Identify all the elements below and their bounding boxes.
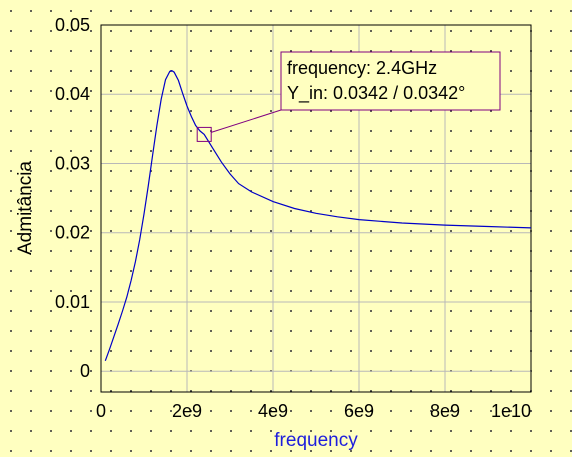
marker-annotation[interactable]: frequency: 2.4GHz Y_in: 0.0342 / 0.0342° xyxy=(196,51,501,142)
y-tick-label: 0.01 xyxy=(55,292,90,312)
x-tick-label: 0 xyxy=(96,401,106,421)
x-tick-label: 2e9 xyxy=(172,401,202,421)
y-tick-label: 0.05 xyxy=(55,15,90,35)
y-tick-label: 0 xyxy=(80,361,90,381)
marker-label-text: frequency: 2.4GHz xyxy=(287,58,437,78)
y-tick-label: 0.04 xyxy=(55,84,90,104)
plot-area-frame xyxy=(100,24,532,393)
y-tick-label: 0.03 xyxy=(55,153,90,173)
y-axis-label: Admitância xyxy=(15,161,36,255)
marker-label-box[interactable] xyxy=(280,51,501,111)
x-tick-label: 8e9 xyxy=(430,401,460,421)
y-tick-label: 0.02 xyxy=(55,223,90,243)
y-axis-ticks: 0 0.01 0.02 0.03 0.04 0.05 xyxy=(55,15,90,381)
marker-leader-line xyxy=(211,109,282,133)
x-tick-label: 1e10 xyxy=(491,401,531,421)
x-tick-label: 4e9 xyxy=(258,401,288,421)
x-axis-ticks: 0 2e9 4e9 6e9 8e9 1e10 xyxy=(96,401,531,421)
x-axis-label: frequency xyxy=(274,430,358,451)
series-line xyxy=(104,70,532,362)
marker-label-text: Y_in: 0.0342 / 0.0342° xyxy=(287,83,465,104)
x-tick-label: 6e9 xyxy=(344,401,374,421)
marker-point[interactable] xyxy=(196,126,212,142)
